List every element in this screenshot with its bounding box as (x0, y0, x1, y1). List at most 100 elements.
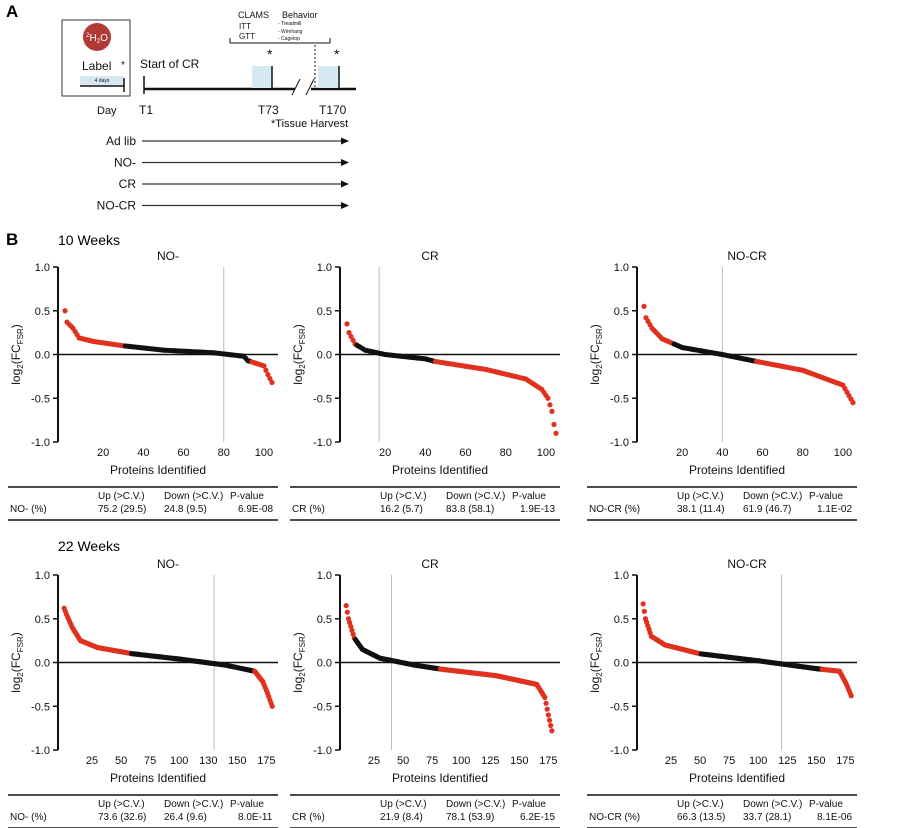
harvest-note: *Tissue Harvest (271, 118, 348, 130)
x-tick-label: 150 (228, 755, 246, 767)
chart-title: NO- (157, 249, 179, 263)
protein-point-significant (548, 722, 554, 729)
y-tick-label: -0.5 (313, 701, 332, 713)
y-tick-label: 0.5 (317, 306, 332, 318)
chart-panel: NO- 1.0 0.5 0.0 -0.5 -1.0 log2(FCFSR) 25 50 75 100… (8, 557, 278, 828)
table-header: P-value (809, 491, 843, 502)
y-tick-label: 0.0 (317, 658, 332, 670)
y-axis-label: log2(FCFSR) (291, 632, 307, 692)
behavior-treadmill: - Treadmill (278, 21, 301, 27)
table-header: Up (>C.V.) (98, 491, 145, 502)
group-label: NO-CR (97, 199, 137, 213)
label-shade (80, 76, 124, 85)
x-tick-label: 125 (778, 755, 796, 767)
protein-point-significant (269, 379, 275, 386)
y-tick-label: 1.0 (317, 262, 332, 274)
test-clams: CLAMS (238, 10, 269, 20)
x-tick-label: 40 (137, 447, 149, 459)
protein-point-significant (265, 372, 271, 378)
table-cell: 78.1 (53.9) (446, 812, 494, 823)
table-header: P-value (230, 491, 264, 502)
protein-point-significant (553, 430, 559, 436)
y-tick-label: -1.0 (313, 745, 332, 757)
x-tick-label: 60 (177, 447, 189, 459)
table-cell: 83.8 (58.1) (446, 504, 494, 515)
label-star: * (121, 60, 125, 71)
x-tick-label: 80 (500, 447, 512, 459)
y-tick-label: -1.0 (610, 437, 629, 449)
arrowhead-icon (341, 137, 349, 145)
x-tick-label: 125 (481, 755, 499, 767)
table-header: Up (>C.V.) (677, 799, 724, 810)
y-tick-label: -1.0 (610, 745, 629, 757)
chart-title: CR (421, 557, 439, 571)
x-tick-label: 50 (115, 755, 127, 767)
y-tick-label: -0.5 (610, 393, 629, 405)
chart-title: NO- (157, 557, 179, 571)
table-cell: 8.1E-06 (817, 812, 852, 823)
x-tick-label: 175 (539, 755, 557, 767)
group-label: NO- (114, 156, 136, 170)
protein-point-significant (546, 717, 553, 723)
protein-point-significant (545, 395, 551, 401)
protein-point-significant (641, 303, 647, 309)
y-tick-label: -0.5 (313, 393, 332, 405)
panel-b-letter: B (6, 230, 19, 249)
y-tick-label: -1.0 (31, 745, 50, 757)
protein-point-significant (62, 308, 68, 314)
protein-point-significant (549, 408, 555, 414)
table-header: Up (>C.V.) (380, 799, 427, 810)
x-tick-label: 175 (836, 755, 854, 767)
chart-panel: CR 1.0 0.5 0.0 -0.5 -1.0 log2(FCFSR) 25 50 75 100 1… (290, 557, 560, 828)
y-tick-label: 0.5 (35, 306, 50, 318)
x-tick-label: 60 (459, 447, 471, 459)
star-t73: * (267, 46, 273, 62)
duration-text: 4 days (95, 78, 110, 84)
protein-point-significant (343, 603, 349, 609)
table-cell: 21.9 (8.4) (380, 812, 423, 823)
table-header: Down (>C.V.) (446, 491, 505, 502)
table-cell: NO- (%) (10, 504, 47, 515)
x-tick-label: 75 (723, 755, 735, 767)
table-cell: 73.6 (32.6) (98, 812, 146, 823)
x-tick-label: 25 (368, 755, 380, 767)
x-axis-label: Proteins Identified (392, 463, 488, 477)
y-tick-label: 0.0 (35, 350, 50, 362)
protein-point-significant (263, 367, 269, 373)
timeline-diagram: 2H2O Label * 4 days Day Start of CR T1 T… (61, 10, 356, 213)
protein-point-significant (848, 693, 854, 699)
y-tick-label: -0.5 (610, 701, 629, 713)
timepoint-t170: T170 (319, 103, 347, 117)
chart-title: NO-CR (727, 249, 767, 263)
table-cell: 61.9 (46.7) (743, 504, 791, 515)
y-tick-label: 0.5 (317, 614, 332, 626)
timepoint-t73: T73 (258, 103, 279, 117)
y-tick-label: 1.0 (614, 262, 629, 274)
table-header: Up (>C.V.) (677, 491, 724, 502)
table-header: Down (>C.V.) (164, 799, 223, 810)
chart-panel: NO-CR 1.0 0.5 0.0 -0.5 -1.0 log2(FCFSR) 25 50 75 1… (587, 557, 857, 828)
x-tick-label: 100 (537, 447, 555, 459)
table-cell: NO-CR (%) (589, 504, 640, 515)
panel-a-letter: A (6, 2, 19, 21)
table-cell: 33.7 (28.1) (743, 812, 791, 823)
protein-point-significant (551, 421, 557, 428)
molecule-text: 2H2O (86, 33, 108, 45)
protein-point-significant (545, 712, 551, 718)
table-cell: 16.2 (5.7) (380, 504, 423, 515)
shade-t73 (252, 66, 272, 88)
x-tick-label: 50 (694, 755, 706, 767)
table-cell: NO- (%) (10, 812, 47, 823)
y-tick-label: 0.0 (317, 350, 332, 362)
group-label: Ad lib (106, 134, 136, 148)
behavior-cagetop: - Cagetop (278, 36, 300, 42)
x-tick-label: 40 (419, 447, 431, 459)
y-tick-label: 1.0 (614, 570, 629, 582)
protein-point-significant (850, 400, 856, 406)
row-label-22-weeks: 22 Weeks (58, 538, 120, 554)
chart-panel: NO- 1.0 0.5 0.0 -0.5 -1.0 log2(FCFSR) 20 40 60 80 1… (8, 249, 278, 521)
x-tick-label: 80 (218, 447, 230, 459)
table-cell: 6.9E-08 (238, 504, 273, 515)
x-tick-label: 40 (716, 447, 728, 459)
